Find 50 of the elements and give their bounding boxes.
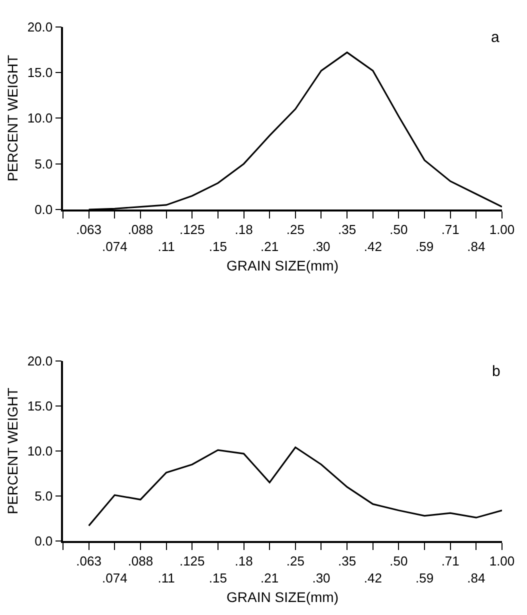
x-tick-label: .074 (102, 570, 128, 586)
x-tick-label: .25 (286, 553, 304, 568)
y-axis-title: PERCENT WEIGHT (4, 387, 20, 514)
x-tick-label: .18 (234, 222, 253, 237)
x-tick-label: .59 (415, 238, 434, 254)
y-tick-label: 10.0 (27, 444, 53, 458)
x-axis-title: GRAIN SIZE(mm) (226, 258, 338, 274)
x-tick-label: .15 (208, 238, 227, 254)
y-tick-label: 15.0 (27, 65, 53, 80)
x-tick-label: .42 (364, 238, 382, 254)
x-tick-label: .35 (338, 222, 356, 237)
x-tick-label: .18 (234, 553, 253, 568)
x-axis-title: GRAIN SIZE(mm) (226, 589, 338, 606)
y-tick-label: 5.0 (34, 156, 53, 172)
x-tick-label: .84 (467, 570, 486, 586)
x-tick-label: .50 (390, 553, 408, 568)
x-tick-label: .21 (260, 238, 279, 254)
x-tick-label: .21 (260, 570, 279, 586)
y-tick-label: 20.0 (27, 19, 53, 34)
x-tick-label: .125 (179, 553, 205, 568)
x-tick-label: .59 (415, 570, 434, 586)
y-tick-label: 20.0 (27, 353, 53, 368)
x-tick-label: .84 (467, 238, 486, 254)
x-tick-label: .71 (441, 222, 460, 237)
x-tick-label: .063 (76, 553, 102, 568)
x-tick-label: .71 (441, 553, 460, 568)
x-tick-label: .15 (208, 570, 227, 586)
y-tick-label: 10.0 (27, 110, 53, 126)
x-tick-label: .11 (158, 570, 175, 586)
y-tick-label: 15.0 (27, 398, 53, 414)
x-tick-label: .42 (364, 570, 382, 586)
x-tick-label: .35 (338, 553, 356, 568)
y-tick-label: 0.0 (34, 534, 53, 549)
x-tick-label: 1.00 (489, 222, 515, 237)
x-tick-label: .50 (390, 222, 408, 237)
x-tick-label: .11 (158, 238, 175, 254)
x-tick-label: .088 (128, 222, 154, 237)
annotation: b (492, 363, 500, 380)
x-tick-label: .25 (286, 222, 304, 237)
x-tick-label: .125 (179, 222, 205, 237)
x-tick-label: .30 (312, 570, 330, 586)
y-tick-label: 0.0 (34, 202, 53, 218)
y-axis-title: PERCENT WEIGHT (4, 54, 20, 182)
x-tick-label: .30 (312, 238, 330, 254)
annotation: a (491, 29, 500, 46)
x-tick-label: .063 (76, 222, 102, 237)
y-tick-label: 5.0 (34, 488, 53, 504)
x-tick-label: .074 (102, 238, 128, 254)
x-tick-label: .088 (128, 553, 154, 568)
x-tick-label: 1.00 (489, 553, 515, 568)
